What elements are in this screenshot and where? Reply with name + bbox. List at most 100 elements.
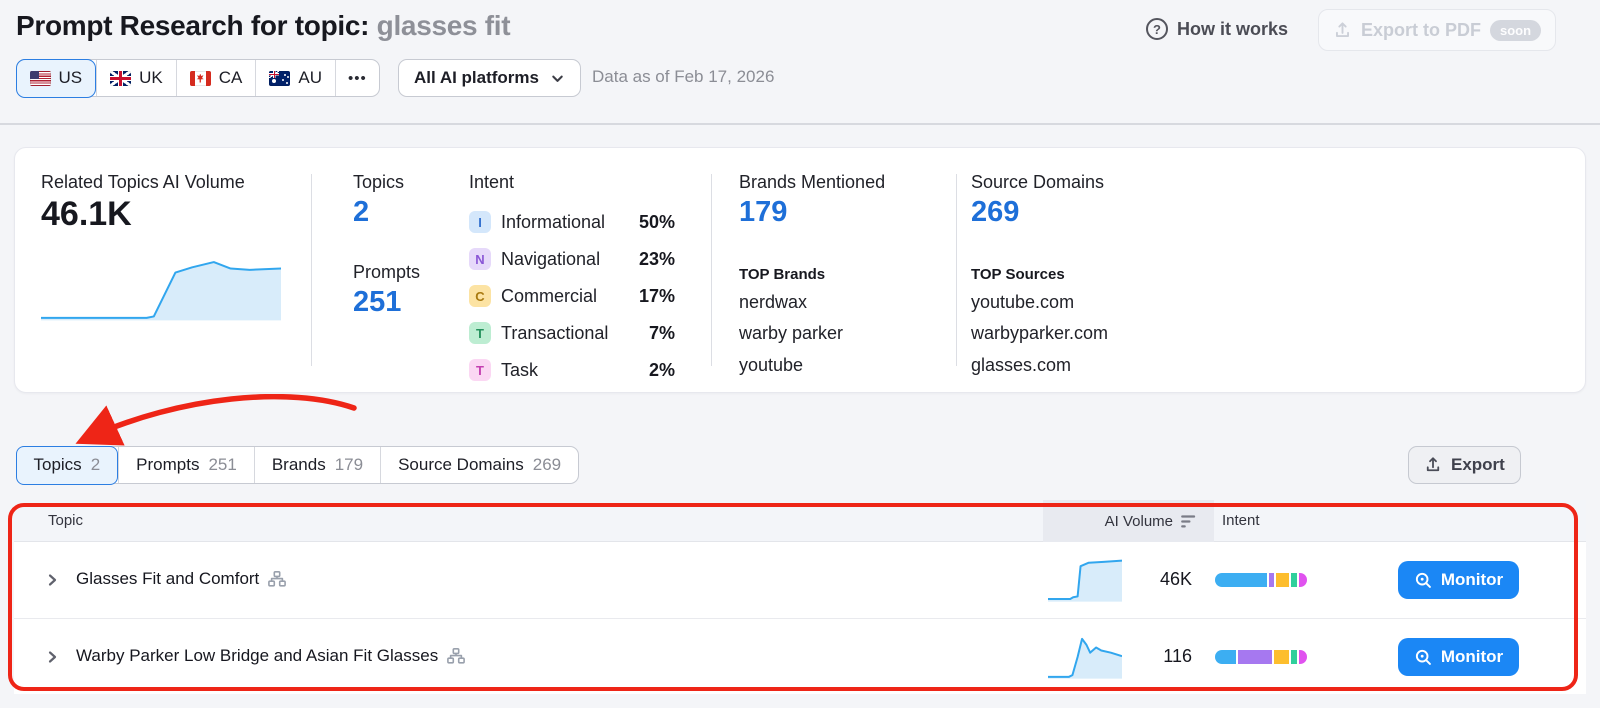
monitor-button[interactable]: Monitor <box>1398 638 1519 676</box>
tab-prompts[interactable]: Prompts 251 <box>118 447 254 483</box>
intent-percent: 7% <box>648 322 675 343</box>
intent-percent: 17% <box>638 285 675 306</box>
upload-icon <box>1336 21 1349 37</box>
country-label-ca: CA <box>218 68 243 87</box>
how-it-works-link[interactable]: ? How it works <box>1146 18 1288 40</box>
expand-row-chevron-icon[interactable] <box>44 649 60 670</box>
intent-percent: 23% <box>638 248 675 269</box>
top-brand-item: youtube <box>739 355 804 375</box>
commercial-badge-icon: C <box>469 285 491 307</box>
source-domains-value: 269 <box>971 196 1020 228</box>
ellipsis-icon: ••• <box>348 69 367 87</box>
source-domains-label: Source Domains <box>971 172 1105 192</box>
transactional-badge-icon: T <box>469 322 491 344</box>
intent-section-label: Intent <box>469 172 515 192</box>
expand-row-chevron-icon[interactable] <box>44 572 60 593</box>
top-source-item: youtube.com <box>971 292 1075 312</box>
intent-label-text: Transactional <box>501 322 609 343</box>
intent-percent: 2% <box>648 359 675 380</box>
export-to-pdf-button: Export to PDF soon <box>1318 9 1557 51</box>
tab-source-domains[interactable]: Source Domains 269 <box>380 447 578 483</box>
intent-row-task: T Task 2% <box>469 358 675 382</box>
export-label: Export <box>1451 455 1505 474</box>
column-header-intent: Intent <box>1222 512 1260 529</box>
column-header-topic: Topic <box>48 512 84 529</box>
country-label-au: AU <box>298 68 322 87</box>
us-flag-icon <box>29 70 51 86</box>
tab-brands[interactable]: Brands 179 <box>253 447 380 483</box>
divider <box>711 174 712 366</box>
country-tab-au[interactable]: AU <box>255 60 335 96</box>
table-row: Warby Parker Low Bridge and Asian Fit Gl… <box>14 618 1586 694</box>
ai-volume-value: 116 <box>1163 646 1192 666</box>
topic-name: Warby Parker Low Bridge and Asian Fit Gl… <box>76 646 439 665</box>
intent-row-navigational: N Navigational 23% <box>469 247 675 271</box>
tab-count: 269 <box>532 455 562 474</box>
data-as-of-text: Data as of Feb 17, 2026 <box>592 67 775 86</box>
prompts-count-value: 251 <box>353 286 402 318</box>
tab-label: Source Domains <box>398 455 524 474</box>
topics-table: Topic AI Volume Intent Glasses Fit and C… <box>14 500 1586 694</box>
divider <box>956 174 957 366</box>
intent-label-text: Informational <box>501 211 606 232</box>
topics-count-label: Topics <box>353 172 405 192</box>
page-title: Prompt Research for topic: glasses fit <box>16 10 511 42</box>
topic-cell[interactable]: Warby Parker Low Bridge and Asian Fit Gl… <box>76 646 466 666</box>
brands-mentioned-label: Brands Mentioned <box>739 172 886 192</box>
topic-volume-sparkline <box>1048 556 1122 604</box>
page-title-topic: glasses fit <box>376 10 511 41</box>
question-circle-icon: ? <box>1146 18 1168 40</box>
uk-flag-icon <box>110 70 132 86</box>
tab-label: Prompts <box>136 455 200 474</box>
ai-volume-value: 46K <box>1159 569 1192 589</box>
country-tab-uk[interactable]: UK <box>96 60 176 96</box>
task-badge-icon: T <box>469 359 491 381</box>
topic-map-icon <box>447 648 466 664</box>
tab-count: 251 <box>208 455 237 474</box>
page-title-prefix: Prompt Research for topic: <box>16 10 370 41</box>
more-countries-button[interactable]: ••• <box>335 60 379 96</box>
export-to-pdf-label: Export to PDF <box>1361 19 1481 40</box>
column-header-ai-volume[interactable]: AI Volume <box>1043 500 1214 542</box>
top-brand-item: nerdwax <box>739 292 808 312</box>
upload-icon <box>1426 457 1440 472</box>
topic-name: Glasses Fit and Comfort <box>76 569 260 588</box>
table-header: Topic AI Volume Intent <box>14 500 1586 542</box>
topic-volume-sparkline <box>1048 633 1122 681</box>
related-topics-volume-label: Related Topics AI Volume <box>41 172 245 192</box>
top-brands-label: TOP Brands <box>739 266 826 283</box>
intent-row-informational: I Informational 50% <box>469 210 675 234</box>
monitor-magnifier-icon <box>1415 572 1431 588</box>
tab-topics[interactable]: Topics 2 <box>15 445 119 485</box>
monitor-button[interactable]: Monitor <box>1398 561 1519 599</box>
top-brand-item: warby parker <box>739 323 844 343</box>
table-row: Glasses Fit and Comfort 46K Monitor <box>14 542 1586 618</box>
tab-count: 179 <box>334 455 364 474</box>
prompts-count-label: Prompts <box>353 262 421 282</box>
topics-count-value: 2 <box>353 196 370 228</box>
chevron-down-icon <box>552 75 563 82</box>
ai-platform-filter-label: All AI platforms <box>414 68 539 87</box>
country-tab-us[interactable]: US <box>15 58 97 98</box>
related-topics-volume-value: 46.1K <box>41 195 132 233</box>
country-label-us: US <box>58 68 83 87</box>
export-button[interactable]: Export <box>1408 446 1521 484</box>
intent-row-transactional: T Transactional 7% <box>469 321 675 345</box>
country-label-uk: UK <box>139 68 163 87</box>
soon-badge: soon <box>1490 19 1542 41</box>
ai-platform-filter-dropdown[interactable]: All AI platforms <box>398 59 581 97</box>
tab-label: Topics <box>33 455 82 474</box>
country-selector: US UK CA AU ••• <box>15 58 380 98</box>
navigational-badge-icon: N <box>469 248 491 270</box>
monitor-magnifier-icon <box>1415 649 1431 665</box>
view-tabs: Topics 2 Prompts 251 Brands 179 Source D… <box>15 445 580 485</box>
topic-cell[interactable]: Glasses Fit and Comfort <box>76 569 287 589</box>
header-divider <box>0 123 1600 125</box>
intent-distribution-bar <box>1215 650 1307 664</box>
intent-label-text: Navigational <box>501 248 601 269</box>
top-source-item: warbyparker.com <box>971 323 1109 343</box>
country-tab-ca[interactable]: CA <box>175 60 256 96</box>
tab-label: Brands <box>271 455 326 474</box>
tab-count: 2 <box>90 455 101 474</box>
summary-card: Related Topics AI Volume 46.1K Topics 2 … <box>14 147 1586 393</box>
